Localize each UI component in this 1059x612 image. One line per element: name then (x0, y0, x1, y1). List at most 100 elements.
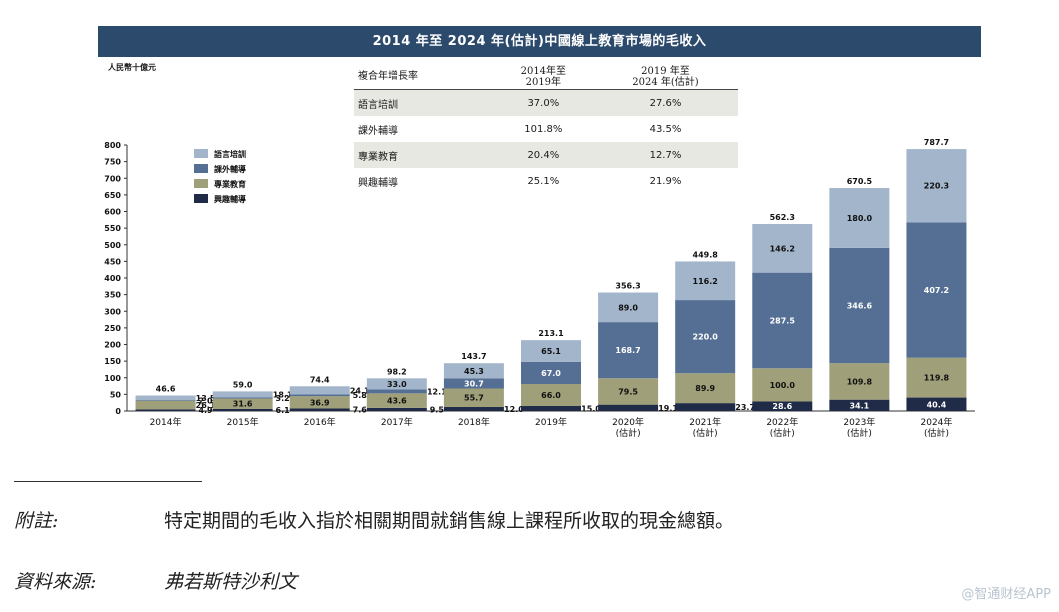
data-label: 66.0 (541, 391, 561, 400)
data-label: 6.1 (276, 406, 291, 415)
x-tick-label: 2018年 (458, 416, 490, 428)
x-tick-label: 2015年 (227, 416, 259, 428)
bar-segment (906, 357, 967, 398)
cagr-row-segment: 興趣輔導 (358, 177, 398, 189)
y-tick-label: 400 (104, 274, 121, 283)
bar-segment (366, 393, 427, 408)
source-line: 資料來源: 弗若斯特沙利文 (14, 567, 297, 594)
chart-title: 2014 年至 2024 年(估計)中國線上教育市場的毛收入 (98, 26, 981, 57)
total-label: 356.3 (615, 282, 640, 291)
bar-segment (289, 394, 350, 397)
y-tick-label: 150 (104, 357, 121, 366)
x-tick-label: 2021年 (689, 416, 721, 428)
cagr-header-segment: 複合年增長率 (354, 64, 494, 90)
data-label: 116.2 (693, 277, 718, 286)
bar-segment (212, 391, 273, 398)
legend-swatch (194, 149, 208, 158)
data-label: 28.6 (772, 402, 792, 411)
cagr-row-value1: 101.8% (524, 123, 563, 135)
cagr-header-period1-line2: 2019年 (525, 76, 562, 88)
y-tick-label: 450 (104, 257, 121, 266)
data-label: 30.7 (464, 379, 484, 388)
data-label: 12.1 (427, 387, 447, 396)
total-label: 98.2 (387, 367, 407, 376)
data-label: 220.0 (693, 333, 719, 342)
x-tick-label: 2014年 (150, 416, 182, 428)
bar-segment (598, 292, 659, 323)
source-text: 弗若斯特沙利文 (164, 571, 298, 593)
y-tick-label: 300 (104, 307, 121, 316)
total-label: 213.1 (538, 329, 564, 338)
data-label: 15.0 (581, 405, 601, 414)
data-label: 43.6 (387, 397, 407, 406)
y-tick-label: 700 (104, 174, 121, 183)
data-label: 33.0 (387, 380, 407, 389)
bar-segment (675, 300, 736, 374)
total-label: 449.8 (693, 250, 719, 259)
x-tick-label: 2017年 (381, 416, 413, 428)
cagr-row-value2: 21.9% (649, 175, 682, 187)
bar-segment (829, 399, 890, 411)
bar-segment (906, 149, 967, 223)
bar-segment (135, 400, 196, 410)
data-label: 168.7 (615, 346, 640, 355)
data-label: 3.2 (276, 394, 290, 403)
data-label: 34.1 (849, 401, 869, 410)
data-label: 220.3 (924, 182, 949, 191)
cagr-row: 興趣輔導 25.1% 21.9% (354, 168, 738, 194)
total-label: 787.7 (924, 138, 949, 147)
x-tick-label: (估計) (693, 427, 718, 439)
cagr-header-period2: 2019 年至 2024 年(估計) (592, 64, 738, 90)
bar-segment (675, 373, 736, 404)
cagr-row: 語言培訓 37.0% 27.6% (354, 89, 738, 116)
cagr-row: 專業教育 20.4% 12.7% (354, 142, 738, 168)
cagr-header-row: 複合年增長率 2014年至 2019年 2019 年至 2024 年(估計) (354, 64, 738, 90)
bar-segment (752, 368, 813, 402)
bar-segment (829, 363, 890, 400)
total-label: 59.0 (233, 380, 253, 389)
cagr-header-period1-line1: 2014年至 (520, 65, 567, 77)
cagr-row-value2: 43.5% (649, 123, 682, 135)
cagr-table: 複合年增長率 2014年至 2019年 2019 年至 2024 年(估計) 語言培… (354, 64, 738, 194)
bar-segment (366, 389, 427, 394)
data-label: 180.0 (847, 214, 873, 223)
bar-segment (212, 408, 273, 411)
data-label: 23.7 (735, 403, 755, 412)
data-label: 119.8 (924, 374, 950, 383)
cagr-row-segment: 專業教育 (354, 142, 494, 168)
data-label: 4.9 (198, 406, 213, 415)
data-label: 31.6 (233, 400, 253, 409)
bar-segment (135, 409, 196, 411)
legend-label: 興趣輔導 (214, 194, 246, 204)
bar-segment (443, 363, 504, 379)
data-label: 19.1 (658, 404, 678, 413)
data-label: 287.5 (770, 316, 796, 325)
legend-swatch (194, 179, 208, 188)
y-tick-label: 350 (104, 291, 121, 300)
data-label: 26.1 (196, 401, 216, 410)
y-tick-label: 250 (104, 324, 121, 333)
cagr-row-segment: 語言培訓 (354, 89, 494, 116)
data-label: 40.4 (927, 400, 947, 409)
bar-segment (289, 408, 350, 411)
bar-segment (443, 407, 504, 411)
cagr-header-period2-line2: 2024 年(估計) (632, 76, 699, 88)
data-label: 346.6 (847, 302, 873, 311)
bar-segment (752, 272, 813, 369)
data-label: 89.0 (618, 303, 638, 312)
total-label: 46.6 (156, 385, 176, 394)
data-label: 109.8 (847, 377, 873, 386)
data-label: 13.5 (196, 394, 216, 403)
data-label: 7.6 (353, 406, 368, 415)
data-label: 24.1 (350, 386, 370, 395)
y-tick-label: 750 (104, 158, 121, 167)
data-label: 100.0 (770, 381, 796, 390)
data-label: 12.0 (504, 405, 524, 414)
data-label: 55.7 (464, 394, 484, 403)
y-tick-label: 0 (115, 407, 121, 416)
bar-segment (675, 403, 736, 411)
x-tick-label: 2022年 (766, 416, 798, 428)
bar-segment (289, 386, 350, 395)
data-label: 65.1 (541, 347, 561, 356)
watermark: @智通财经APP (961, 587, 1051, 602)
